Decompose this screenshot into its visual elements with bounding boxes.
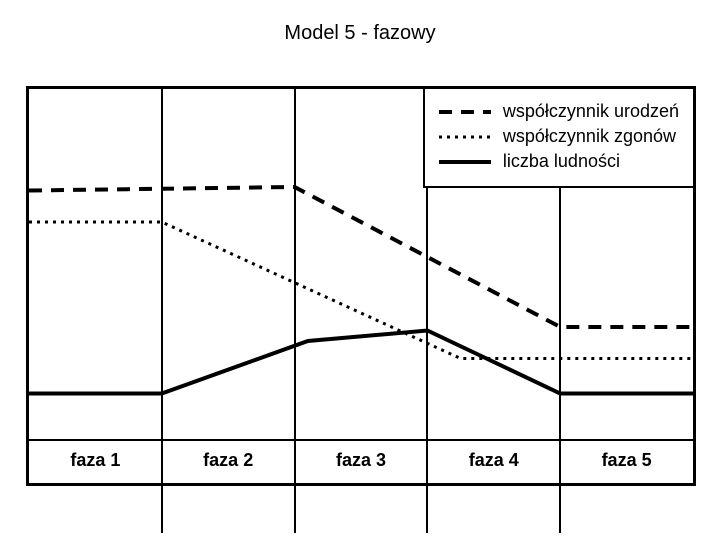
phase-label: faza 2 — [162, 437, 295, 483]
phase-labels-row: faza 1faza 2faza 3faza 4faza 5 — [29, 437, 693, 483]
chart-title: Model 5 - fazowy — [0, 0, 720, 45]
legend-item-population: liczba ludności — [439, 151, 679, 172]
legend-label: współczynnik zgonów — [503, 126, 676, 147]
phase-label: faza 4 — [427, 437, 560, 483]
legend-swatch — [439, 127, 491, 147]
legend-item-death_rate: współczynnik zgonów — [439, 126, 679, 147]
legend-item-birth_rate: współczynnik urodzeń — [439, 101, 679, 122]
phase-label: faza 1 — [29, 437, 162, 483]
legend-label: współczynnik urodzeń — [503, 101, 679, 122]
legend-swatch — [439, 102, 491, 122]
series-birth_rate — [29, 187, 693, 327]
legend-label: liczba ludności — [503, 151, 620, 172]
phase-label: faza 3 — [295, 437, 428, 483]
legend-box: współczynnik urodzeń współczynnik zgonów l… — [423, 89, 693, 188]
legend-swatch — [439, 152, 491, 172]
series-population — [29, 331, 693, 394]
chart-frame: faza 1faza 2faza 3faza 4faza 5 współczyn… — [26, 86, 696, 486]
phase-label: faza 5 — [560, 437, 693, 483]
